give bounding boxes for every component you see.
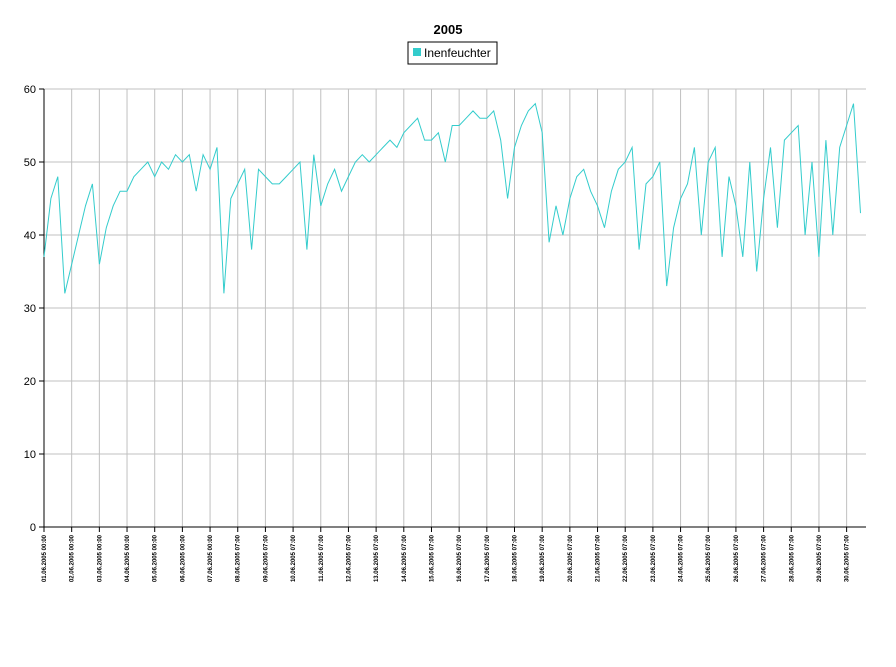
x-tick-label: 21.06.2005 07:00 (596, 534, 602, 582)
y-tick-label: 50 (24, 157, 36, 169)
x-tick-label: 09.06.2005 07:00 (263, 534, 269, 582)
legend-box (407, 41, 498, 65)
x-tick-label: 02.06.2005 00:00 (70, 534, 76, 582)
x-tick-label: 20.06.2005 07:00 (568, 534, 574, 582)
chart-title: 2005 (434, 22, 463, 37)
y-tick-label: 0 (30, 522, 36, 534)
x-tick-label: 07.06.2005 00:00 (208, 534, 214, 582)
x-tick-label: 22.06.2005 07:00 (623, 534, 629, 582)
y-tick-label: 30 (24, 303, 36, 315)
x-tick-label: 18.06.2005 07:00 (513, 534, 519, 582)
x-tick-label: 01.06.2005 00:00 (42, 534, 48, 582)
x-tick-label: 28.06.2005 07:00 (789, 534, 795, 582)
x-tick-label: 13.06.2005 07:00 (374, 534, 380, 582)
x-tick-label: 19.06.2005 07:00 (540, 534, 546, 582)
x-tick-label: 25.06.2005 07:00 (706, 534, 712, 582)
y-tick-label: 40 (24, 230, 36, 242)
x-tick-label: 05.06.2005 00:00 (153, 534, 159, 582)
x-tick-label: 10.06.2005 07:00 (291, 534, 297, 582)
x-tick-label: 11.06.2005 07:00 (319, 534, 325, 581)
y-tick-label: 60 (24, 84, 36, 96)
x-tick-label: 03.06.2005 00:00 (97, 534, 103, 582)
data-line (43, 102, 861, 294)
x-tick-label: 12.06.2005 07:00 (346, 534, 352, 582)
legend-swatch (413, 48, 421, 56)
x-tick-label: 29.06.2005 07:00 (817, 534, 823, 582)
x-tick-label: 17.06.2005 07:00 (485, 534, 491, 582)
x-tick-label: 06.06.2005 00:00 (180, 534, 186, 582)
x-tick-label: 27.06.2005 07:00 (762, 534, 768, 582)
x-tick-label: 26.06.2005 07:00 (734, 534, 740, 582)
x-tick-label: 08.06.2005 07:00 (236, 534, 242, 582)
legend: Inenfeuchter (407, 41, 498, 65)
x-tick-label: 04.06.2005 00:00 (125, 534, 131, 582)
x-tick-label: 15.06.2005 07:00 (429, 534, 435, 582)
x-tick-label: 23.06.2005 07:00 (651, 534, 657, 582)
y-tick-label: 10 (24, 449, 36, 461)
y-tick-label: 20 (24, 376, 36, 388)
legend-label: Inenfeuchter (424, 46, 491, 60)
x-tick-label: 24.06.2005 07:00 (679, 534, 685, 582)
x-tick-label: 16.06.2005 07:00 (457, 534, 463, 582)
x-tick-label: 30.06.2005 07:00 (845, 534, 851, 582)
x-tick-label: 14.06.2005 07:00 (402, 534, 408, 582)
